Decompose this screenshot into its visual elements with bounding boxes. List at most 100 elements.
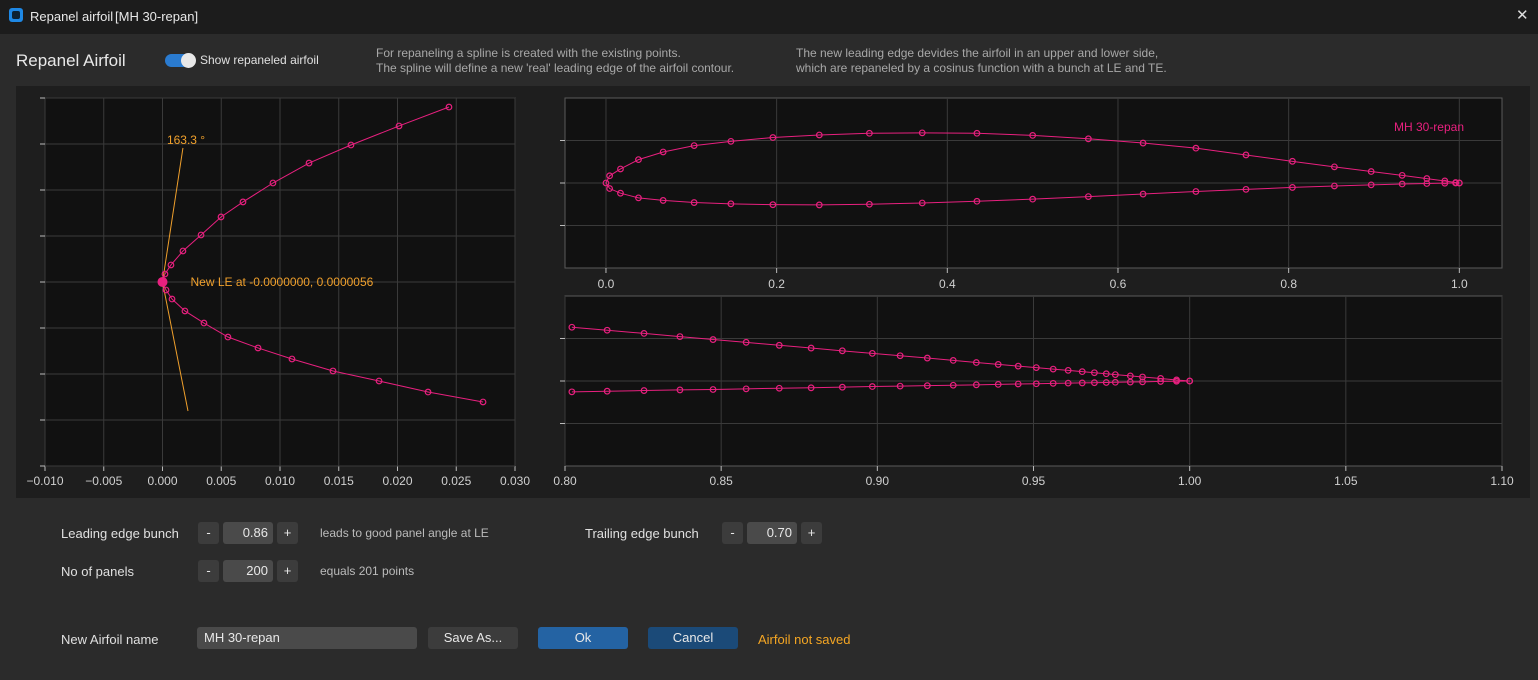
marker <box>1029 131 1037 139</box>
marker <box>568 388 576 396</box>
marker <box>949 381 957 389</box>
marker <box>1078 368 1086 376</box>
marker <box>1192 144 1200 152</box>
marker <box>923 382 931 390</box>
cancel-button[interactable]: Cancel <box>648 627 738 649</box>
ok-button[interactable]: Ok <box>538 627 628 649</box>
marker <box>973 129 981 137</box>
marker <box>1111 371 1119 379</box>
marker <box>1139 373 1146 381</box>
marker <box>1423 180 1431 187</box>
marker <box>254 344 262 352</box>
marker <box>1455 179 1463 187</box>
x-tick-label: 0.2 <box>768 277 785 291</box>
plus-button[interactable]: + <box>277 560 298 582</box>
marker <box>896 352 904 360</box>
marker <box>635 194 642 202</box>
marker <box>1139 190 1147 198</box>
header-title: Repanel Airfoil <box>16 51 126 70</box>
marker <box>617 165 624 173</box>
minus-button[interactable]: - <box>198 560 219 582</box>
marker <box>727 200 735 208</box>
marker <box>168 295 176 303</box>
marker <box>742 385 750 393</box>
label: No of panels <box>61 564 134 579</box>
marker <box>1139 139 1147 147</box>
info-line: The new leading edge devides the airfoil… <box>796 46 1159 60</box>
marker <box>1049 379 1057 387</box>
x-tick-label: 0.005 <box>206 474 236 488</box>
series-line <box>571 380 1190 393</box>
marker <box>1014 362 1022 370</box>
marker <box>868 383 876 390</box>
marker <box>347 141 355 149</box>
marker <box>973 197 981 205</box>
x-tick-label: 1.10 <box>1490 474 1514 488</box>
marker <box>1452 179 1460 187</box>
label: Trailing edge bunch <box>585 526 699 541</box>
value-field[interactable]: 0.70 <box>747 522 797 544</box>
x-tick-label: 0.95 <box>1022 474 1046 488</box>
x-tick-label: 0.80 <box>553 474 577 488</box>
marker <box>690 142 698 150</box>
marker <box>1242 185 1250 193</box>
close-button[interactable]: ✕ <box>1516 7 1529 24</box>
le-label: New LE at -0.0000000, 0.0000056 <box>191 275 374 289</box>
x-tick-label: 0.030 <box>500 474 530 488</box>
x-tick-label: 0.015 <box>324 474 354 488</box>
marker <box>1091 379 1098 387</box>
angle-label: 163.3 ° <box>167 133 205 147</box>
marker <box>568 323 576 331</box>
x-tick-label: −0.005 <box>85 474 122 488</box>
marker <box>269 179 277 187</box>
marker <box>1084 193 1092 201</box>
marker <box>395 122 403 130</box>
value-field[interactable]: 200 <box>223 560 273 582</box>
plus-button[interactable]: + <box>277 522 298 544</box>
title-bar: Repanel airfoil [MH 30-repan] ✕ <box>0 0 1538 34</box>
marker <box>972 381 980 389</box>
marker <box>838 383 846 391</box>
marker <box>617 189 624 197</box>
marker <box>603 326 611 334</box>
marker <box>1139 378 1146 386</box>
x-tick-label: 1.05 <box>1334 474 1358 488</box>
x-tick-label: 0.0 <box>598 277 615 291</box>
marker <box>865 129 873 137</box>
marker <box>424 388 432 396</box>
marker <box>1192 188 1200 195</box>
marker <box>1102 379 1110 386</box>
marker <box>1186 377 1194 385</box>
marker <box>635 156 642 164</box>
toggle[interactable] <box>165 53 196 68</box>
le-point <box>157 276 168 287</box>
marker <box>676 333 684 340</box>
x-tick-label: 0.90 <box>866 474 890 488</box>
marker <box>603 387 611 395</box>
name-input[interactable]: MH 30-repan <box>197 627 417 649</box>
marker <box>305 159 313 167</box>
label: New Airfoil name <box>61 632 159 647</box>
save-as-button[interactable]: Save As... <box>428 627 518 649</box>
marker <box>775 384 783 392</box>
x-tick-label: 1.00 <box>1178 474 1202 488</box>
plus-button[interactable]: + <box>801 522 822 544</box>
marker <box>167 261 175 269</box>
marker <box>709 386 717 393</box>
marker <box>329 367 337 375</box>
marker <box>1126 378 1134 386</box>
marker <box>994 361 1002 368</box>
value-field[interactable]: 0.86 <box>223 522 273 544</box>
note: equals 201 points <box>320 564 415 578</box>
marker <box>1032 364 1040 372</box>
minus-button[interactable]: - <box>722 522 743 544</box>
minus-button[interactable]: - <box>198 522 219 544</box>
marker <box>949 356 957 364</box>
marker <box>1398 171 1406 179</box>
marker <box>1102 370 1110 378</box>
x-tick-label: 0.6 <box>1110 277 1127 291</box>
status-text: Airfoil not saved <box>758 632 851 647</box>
x-tick-label: 0.4 <box>939 277 956 291</box>
marker <box>1049 365 1057 373</box>
